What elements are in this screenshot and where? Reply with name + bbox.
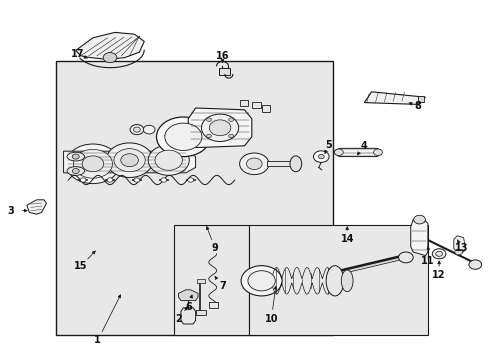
Circle shape xyxy=(130,125,143,135)
Ellipse shape xyxy=(341,270,352,292)
Circle shape xyxy=(155,150,182,170)
Bar xyxy=(261,105,270,112)
Bar xyxy=(173,225,249,335)
Bar xyxy=(239,100,248,106)
Ellipse shape xyxy=(67,152,84,161)
Circle shape xyxy=(313,151,328,162)
Ellipse shape xyxy=(325,266,343,296)
Circle shape xyxy=(161,178,166,182)
Circle shape xyxy=(413,215,425,224)
Text: 9: 9 xyxy=(211,243,218,253)
Polygon shape xyxy=(453,236,465,252)
Circle shape xyxy=(334,149,343,156)
Circle shape xyxy=(80,178,86,182)
Polygon shape xyxy=(63,151,195,173)
Polygon shape xyxy=(27,200,46,214)
Circle shape xyxy=(164,123,202,150)
Polygon shape xyxy=(181,308,195,324)
Text: 10: 10 xyxy=(264,314,278,324)
Circle shape xyxy=(247,271,275,291)
Polygon shape xyxy=(188,108,251,148)
Circle shape xyxy=(73,149,112,178)
Bar xyxy=(195,310,206,315)
Circle shape xyxy=(66,144,120,184)
Circle shape xyxy=(241,266,282,296)
Text: 11: 11 xyxy=(420,256,434,266)
Circle shape xyxy=(209,120,230,136)
Bar xyxy=(251,102,260,108)
Circle shape xyxy=(468,260,481,269)
Bar xyxy=(266,161,295,166)
Polygon shape xyxy=(364,92,425,104)
Circle shape xyxy=(318,154,324,159)
Text: 14: 14 xyxy=(340,234,353,244)
Text: 16: 16 xyxy=(215,51,229,61)
Circle shape xyxy=(148,145,189,175)
Circle shape xyxy=(133,127,140,132)
Ellipse shape xyxy=(289,156,301,172)
Bar xyxy=(197,279,204,283)
Text: 6: 6 xyxy=(184,302,191,312)
Circle shape xyxy=(246,158,262,170)
Circle shape xyxy=(107,178,113,182)
Bar xyxy=(417,96,423,102)
Text: 3: 3 xyxy=(7,206,14,216)
Circle shape xyxy=(228,134,233,138)
Circle shape xyxy=(431,249,445,259)
Circle shape xyxy=(134,178,140,182)
Text: 1: 1 xyxy=(94,335,101,345)
Circle shape xyxy=(454,249,462,255)
Bar xyxy=(219,68,229,75)
Text: 8: 8 xyxy=(414,101,421,111)
Bar xyxy=(56,61,332,335)
Text: 15: 15 xyxy=(74,261,87,271)
Circle shape xyxy=(114,149,145,172)
Circle shape xyxy=(187,178,193,182)
Circle shape xyxy=(103,53,117,63)
Circle shape xyxy=(156,117,210,157)
Circle shape xyxy=(72,154,79,159)
Circle shape xyxy=(106,143,153,177)
Text: 2: 2 xyxy=(175,314,182,324)
Circle shape xyxy=(435,251,442,256)
Circle shape xyxy=(121,154,138,167)
Bar xyxy=(249,225,427,335)
Polygon shape xyxy=(334,148,381,157)
Circle shape xyxy=(143,125,155,134)
Circle shape xyxy=(239,153,268,175)
Text: 17: 17 xyxy=(70,49,84,59)
Ellipse shape xyxy=(67,167,84,175)
Text: 5: 5 xyxy=(325,140,331,150)
Text: 12: 12 xyxy=(431,270,445,280)
Circle shape xyxy=(228,118,233,121)
Circle shape xyxy=(373,149,382,156)
Polygon shape xyxy=(334,256,403,275)
Polygon shape xyxy=(178,290,198,301)
Circle shape xyxy=(206,118,211,121)
Text: 4: 4 xyxy=(360,141,367,151)
Circle shape xyxy=(206,134,211,138)
Text: 7: 7 xyxy=(219,281,225,291)
Circle shape xyxy=(201,114,238,141)
Circle shape xyxy=(72,168,79,174)
Bar xyxy=(209,302,218,308)
Circle shape xyxy=(398,252,412,263)
Text: 13: 13 xyxy=(454,243,468,253)
Polygon shape xyxy=(76,32,144,59)
Polygon shape xyxy=(410,218,427,256)
Circle shape xyxy=(82,156,103,172)
